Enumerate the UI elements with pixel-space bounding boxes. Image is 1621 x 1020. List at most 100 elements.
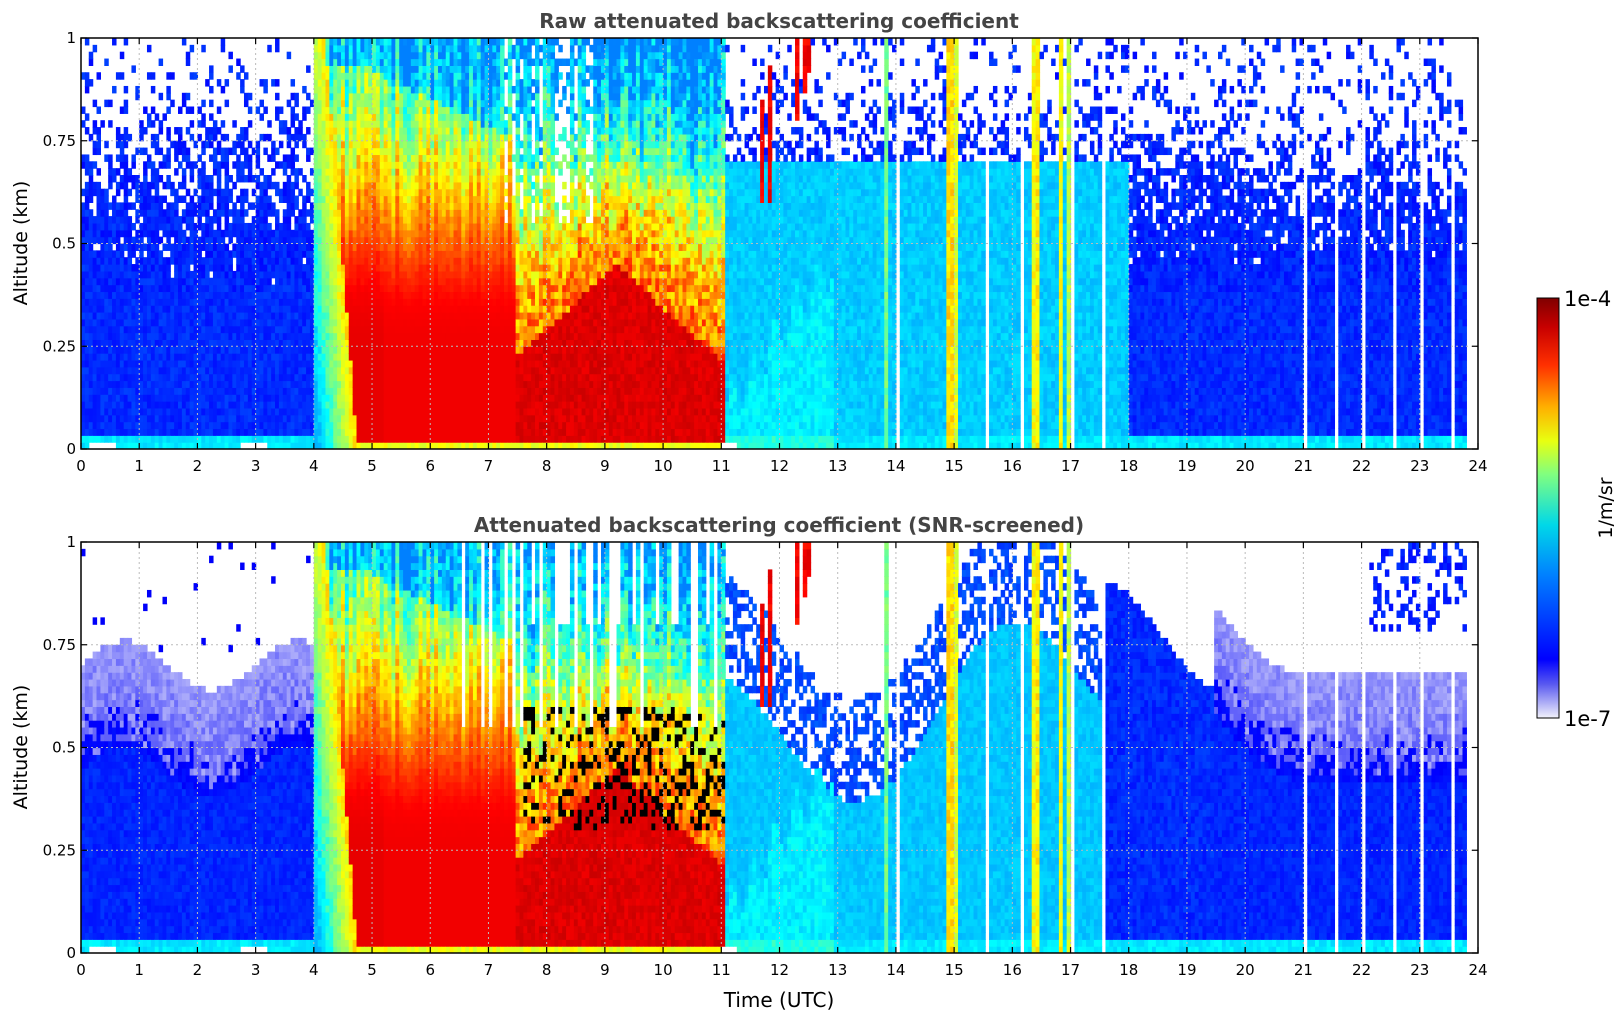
heatmap-cell	[255, 284, 261, 293]
heatmap-cell	[224, 222, 230, 231]
heatmap-cell	[395, 140, 400, 149]
heatmap-cell	[282, 195, 288, 203]
heatmap-cell	[321, 127, 327, 135]
heatmap-cell	[251, 435, 257, 443]
heatmap-cell	[123, 414, 129, 423]
heatmap-cell	[337, 133, 342, 142]
heatmap-cell	[201, 421, 206, 430]
heatmap-cell	[426, 442, 431, 449]
heatmap-cell	[414, 38, 420, 46]
heatmap-cell	[278, 407, 284, 416]
heatmap-cell	[457, 44, 462, 53]
heatmap-cell	[344, 222, 350, 231]
heatmap-cell	[375, 277, 381, 286]
heatmap-cell	[212, 373, 218, 382]
heatmap-cell	[232, 277, 237, 286]
heatmap-cell	[306, 401, 311, 409]
heatmap-cell	[178, 366, 183, 375]
heatmap-cell	[162, 339, 167, 347]
heatmap-cell	[259, 264, 264, 272]
heatmap-cell	[228, 332, 233, 340]
heatmap-cell	[430, 394, 435, 402]
heatmap-cell	[263, 291, 268, 299]
heatmap-cell	[143, 243, 148, 251]
heatmap-cell	[399, 85, 404, 94]
heatmap-cell	[100, 216, 105, 224]
heatmap-cell	[329, 332, 334, 340]
heatmap-cell	[100, 359, 105, 368]
heatmap-cell	[457, 291, 462, 299]
heatmap-cell	[406, 353, 412, 361]
heatmap-cell	[445, 161, 451, 169]
heatmap-cell	[313, 99, 319, 108]
heatmap-cell	[333, 401, 338, 409]
heatmap-cell	[185, 414, 191, 423]
heatmap-cell	[395, 359, 400, 368]
heatmap-cell	[298, 387, 303, 395]
heatmap-cell	[344, 72, 350, 80]
heatmap-cell	[356, 154, 361, 162]
heatmap-cell	[178, 298, 183, 306]
heatmap-cell	[123, 387, 129, 395]
heatmap-cell	[240, 140, 245, 149]
heatmap-cell	[449, 264, 455, 272]
heatmap-cell	[461, 339, 466, 347]
heatmap-cell	[146, 284, 152, 293]
heatmap-cell	[395, 264, 400, 272]
heatmap-cell	[379, 435, 385, 443]
heatmap-cell	[212, 120, 218, 128]
heatmap-cell	[236, 407, 241, 416]
heatmap-cell	[453, 339, 459, 347]
heatmap-cell	[178, 435, 183, 443]
heatmap-cell	[139, 133, 144, 142]
heatmap-cell	[123, 175, 129, 183]
heatmap-cell	[174, 188, 179, 197]
heatmap-cell	[352, 154, 358, 162]
heatmap-cell	[341, 394, 346, 402]
heatmap-cell	[406, 407, 412, 416]
heatmap-cell	[379, 277, 385, 286]
heatmap-cell	[166, 298, 171, 306]
heatmap-cell	[282, 264, 288, 272]
heatmap-cell	[271, 257, 276, 265]
heatmap-cell	[441, 113, 447, 121]
heatmap-cell	[360, 325, 365, 334]
heatmap-cell	[119, 305, 125, 313]
heatmap-cell	[457, 407, 462, 416]
heatmap-cell	[298, 277, 303, 286]
heatmap-cell	[209, 298, 214, 306]
heatmap-cell	[275, 401, 280, 409]
heatmap-cell	[434, 305, 439, 313]
heatmap-cell	[150, 85, 156, 94]
heatmap-cell	[294, 401, 299, 409]
heatmap-cell	[395, 339, 400, 347]
heatmap-cell	[143, 359, 148, 368]
heatmap-cell	[426, 161, 431, 169]
heatmap-cell	[193, 401, 199, 409]
heatmap-cell	[189, 44, 195, 53]
heatmap-cell	[445, 44, 451, 53]
heatmap-cell	[360, 175, 365, 183]
heatmap-cell	[135, 147, 140, 156]
heatmap-cell	[317, 92, 323, 101]
heatmap-cell	[441, 435, 447, 443]
heatmap-cell	[162, 353, 167, 361]
heatmap-cell	[348, 407, 354, 416]
heatmap-cell	[426, 305, 431, 313]
heatmap-cell	[341, 387, 346, 395]
heatmap-cell	[313, 72, 319, 80]
heatmap-cell	[255, 380, 261, 388]
heatmap-cell	[399, 58, 404, 66]
heatmap-cell	[282, 401, 288, 409]
heatmap-cell	[247, 222, 253, 231]
heatmap-cell	[434, 209, 439, 217]
heatmap-cell	[216, 312, 222, 320]
heatmap-cell	[282, 229, 288, 238]
heatmap-cell	[224, 168, 230, 176]
heatmap-cell	[158, 373, 164, 382]
heatmap-cell	[445, 387, 451, 395]
heatmap-cell	[158, 359, 164, 368]
heatmap-cell	[352, 44, 358, 53]
heatmap-cell	[410, 202, 416, 210]
heatmap-cell	[325, 58, 330, 66]
